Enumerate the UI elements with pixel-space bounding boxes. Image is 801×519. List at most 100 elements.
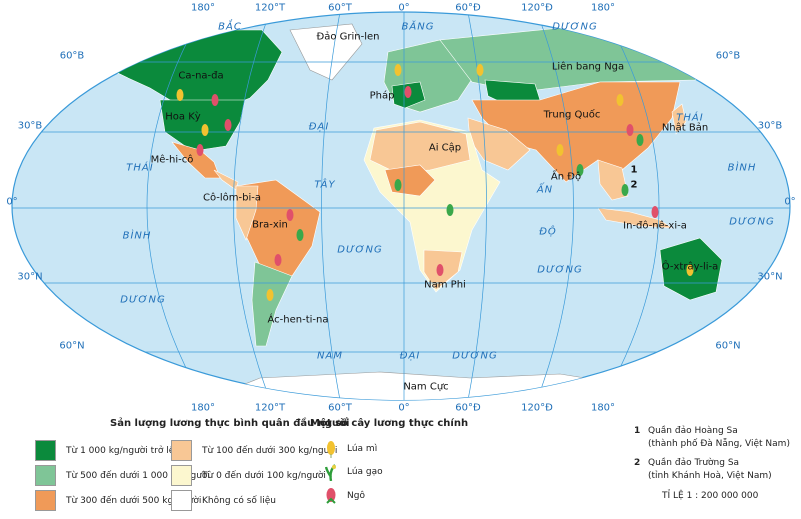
marker-truong-sa: 2 xyxy=(630,179,638,191)
latitude-label-left: 30°N xyxy=(17,271,43,283)
crop-label: Lúa mì xyxy=(347,444,378,454)
corn-icon xyxy=(626,124,634,136)
marker-hoang-sa: 1 xyxy=(630,164,638,176)
japan xyxy=(671,103,687,135)
latitude-label-right: 30°N xyxy=(757,271,783,283)
latitude-label-right: 60°B xyxy=(715,50,741,62)
legend-item: Từ 300 đến dưới 500 kg/người xyxy=(35,490,201,511)
rice-icon xyxy=(296,229,304,241)
legend-item: Từ 0 đến dưới 100 kg/người xyxy=(171,465,326,486)
longitude-label-top: 120°T xyxy=(254,2,286,14)
legend-swatch xyxy=(35,440,56,461)
longitude-label-top: 180° xyxy=(190,2,216,14)
indonesia xyxy=(597,207,674,229)
rice-icon xyxy=(394,179,402,191)
corn-icon xyxy=(404,86,412,98)
map-canvas xyxy=(11,11,791,401)
crops-title: Một số cây lương thực chính xyxy=(310,418,469,429)
longitude-label-bottom: 0° xyxy=(398,402,410,414)
colombia-andes xyxy=(235,185,259,241)
wheat-icon xyxy=(476,64,484,76)
note-line: Quần đảo Trường Sa xyxy=(648,458,740,468)
ocean-label: DƯƠNG xyxy=(537,264,583,276)
crop-item: Lúa gạo xyxy=(325,463,383,481)
corn-icon xyxy=(436,264,444,276)
wheat-icon xyxy=(556,144,564,156)
crop-label: Lúa gạo xyxy=(347,467,383,477)
latitude-label-right: 60°N xyxy=(715,340,741,352)
legend-title: Sản lượng lương thực bình quân đầu người xyxy=(110,418,350,429)
corn-icon xyxy=(196,144,204,156)
ocean-label: BĂNG xyxy=(401,21,435,33)
corn-icon xyxy=(211,94,219,106)
longitude-label-bottom: 120°Đ xyxy=(521,402,553,414)
note-truong-sa: 2 Quần đảo Trường Sa (tỉnh Khánh Hoà, Việt… xyxy=(634,457,772,483)
longitude-label-bottom: 120°T xyxy=(254,402,286,414)
rice-icon xyxy=(621,184,629,196)
longitude-label-top: 60°Đ xyxy=(455,2,481,14)
longitude-label-bottom: 60°T xyxy=(328,402,352,414)
wheat-icon xyxy=(266,289,274,301)
ocean-label: NAM xyxy=(317,350,343,362)
longitude-label-top: 60°T xyxy=(328,2,352,14)
legend-label: Từ 300 đến dưới 500 kg/người xyxy=(66,495,202,506)
corn-icon xyxy=(274,254,282,266)
north-africa xyxy=(369,121,471,173)
crop-item: Lúa mì xyxy=(325,440,377,458)
ocean-label: DƯƠNG xyxy=(337,244,383,256)
note-line: Quần đảo Hoàng Sa xyxy=(648,426,738,436)
legend-swatch xyxy=(35,490,56,511)
legend-item: Từ 500 đến dưới 1 000 kg/người xyxy=(35,465,210,486)
place-label: In-đô-nê-xi-a xyxy=(623,220,687,232)
latitude-label-right: 30°B xyxy=(757,120,783,132)
legend-item: Từ 1 000 kg/người trở lên xyxy=(35,440,180,461)
legend-swatch xyxy=(171,465,192,486)
place-label: Nam Phi xyxy=(424,279,466,291)
wheat-icon xyxy=(686,264,694,276)
crop-label: Ngô xyxy=(347,491,365,501)
longitude-label-top: 0° xyxy=(398,2,410,14)
latitude-label-left: 30°B xyxy=(17,120,43,132)
place-label: Ca-na-đa xyxy=(178,70,224,82)
place-label: Nhật Bản xyxy=(661,122,709,134)
longitude-label-bottom: 180° xyxy=(590,402,616,414)
legend-swatch xyxy=(171,440,192,461)
place-label: Liên bang Nga xyxy=(551,61,625,73)
legend-label: Từ 100 đến dưới 300 kg/người xyxy=(202,445,338,456)
usa xyxy=(159,99,246,151)
legend-label: Không có số liệu xyxy=(202,495,277,506)
ocean-label: ĐẠI xyxy=(308,121,330,133)
place-label: Ô-xtrây-li-a xyxy=(661,261,719,273)
place-label: Ai Cập xyxy=(428,142,462,154)
ocean-label: THÁI xyxy=(126,162,154,174)
rice-icon xyxy=(636,134,644,146)
crop-item: Ngô xyxy=(325,487,365,505)
ocean-label: THÁI xyxy=(676,112,704,124)
place-label: Ác-hen-ti-na xyxy=(267,314,329,326)
wheat-icon xyxy=(201,124,209,136)
southeast-asia xyxy=(597,159,629,201)
ocean-label: ĐẠI xyxy=(399,350,421,362)
ocean-label: DƯƠNG xyxy=(552,21,598,33)
ocean-label: TÂY xyxy=(314,179,336,191)
legend-label: Từ 0 đến dưới 100 kg/người xyxy=(202,470,326,481)
place-label: Nam Cực xyxy=(403,381,449,393)
wheat-icon xyxy=(394,64,402,76)
note-number: 1 xyxy=(634,426,641,436)
ocean-label: DƯƠNG xyxy=(120,294,166,306)
note-line: (tỉnh Khánh Hoà, Việt Nam) xyxy=(648,471,772,481)
wheat-icon xyxy=(616,94,624,106)
place-label: Đảo Grin-len xyxy=(316,31,380,43)
legend-item: Từ 100 đến dưới 300 kg/người xyxy=(171,440,337,461)
legend-item: Không có số liệu xyxy=(171,490,276,511)
latitude-label-left: 60°N xyxy=(59,340,85,352)
ocean-label: DƯƠNG xyxy=(729,216,775,228)
ocean-label: DƯƠNG xyxy=(452,350,498,362)
latitude-label-left: 0° xyxy=(6,196,18,208)
latitude-label-left: 60°B xyxy=(59,50,85,62)
corn-icon xyxy=(286,209,294,221)
legend-label: Từ 500 đến dưới 1 000 kg/người xyxy=(66,470,210,481)
legend-label: Từ 1 000 kg/người trở lên xyxy=(66,445,180,456)
longitude-label-bottom: 60°Đ xyxy=(455,402,481,414)
